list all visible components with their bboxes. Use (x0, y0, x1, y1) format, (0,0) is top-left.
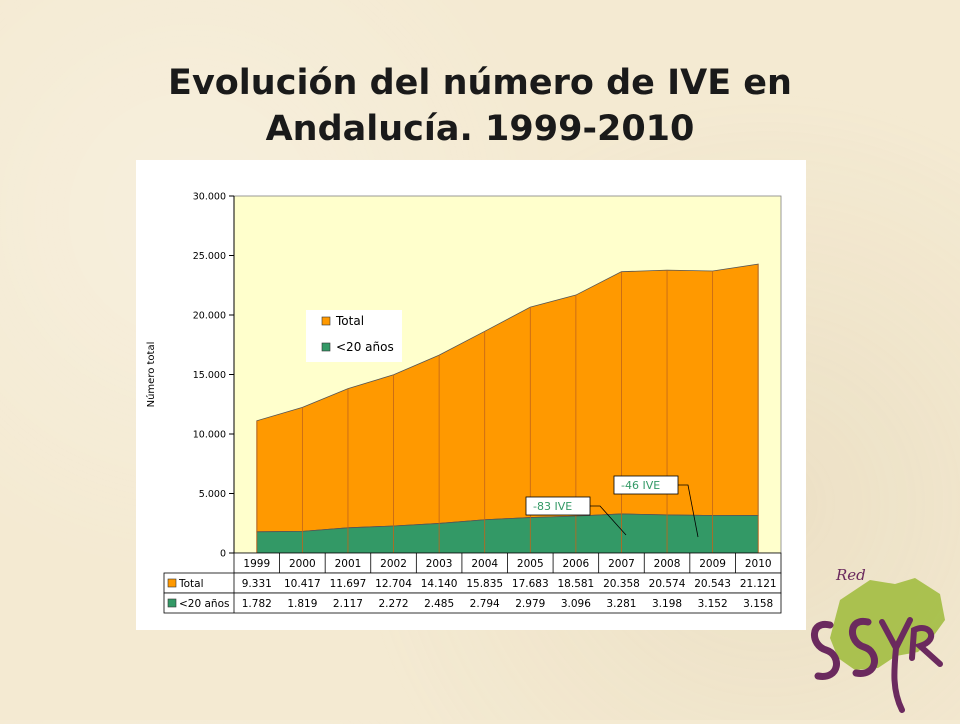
table-cell-value: 17.683 (512, 578, 549, 590)
table-cell-value: 18.581 (558, 578, 595, 590)
table-row-swatch (167, 598, 177, 608)
table-cell-value: 11.697 (330, 578, 367, 590)
table-cell-value: 3.152 (698, 598, 728, 610)
area-chart: 0 5.000 10.000 15.000 20.000 25.000 30.000 Núme… (145, 192, 782, 614)
table-cell-value: 3.096 (561, 598, 591, 610)
legend-swatch (321, 342, 331, 352)
table-cell-value: 20.574 (649, 578, 686, 590)
table-year-label: 2006 (563, 558, 590, 570)
slide-title-line2: Andalucía. 1999-2010 (265, 109, 695, 149)
table-cell-value: 10.417 (284, 578, 321, 590)
table-year-label: 2009 (699, 558, 726, 570)
y-tick-label: 0 (220, 549, 226, 560)
table-row (163, 592, 782, 614)
annotation-label: -83 IVE (533, 500, 572, 513)
table-year-label: 2008 (654, 558, 681, 570)
slide-title: Evolución del número de IVE en Andalucía… (80, 60, 880, 152)
annotation-leader (678, 484, 699, 538)
y-axis-label: Número total (145, 342, 157, 408)
table-cell-value: 2.979 (515, 598, 545, 610)
legend-swatch (321, 316, 331, 326)
logo-letter-y (879, 617, 913, 713)
y-tick-label: 20.000 (193, 311, 226, 322)
table-cell-value: 9.331 (242, 578, 272, 590)
chart-panel: 0 5.000 10.000 15.000 20.000 25.000 30.000 Núme… (136, 160, 806, 630)
table-year-label: 2000 (289, 558, 316, 570)
table-year-label: 2003 (426, 558, 453, 570)
y-tick-label: 25.000 (193, 251, 226, 262)
table-year-label: 1999 (243, 558, 270, 570)
table-row-swatch (167, 578, 177, 588)
table-cell-value: 2.117 (333, 598, 363, 610)
table-row-label: <20 años (179, 598, 229, 610)
table-row-label: Total (178, 578, 204, 590)
table-year-label: 2001 (335, 558, 362, 570)
table-cell-value: 2.794 (470, 598, 500, 610)
table-year-label: 2007 (608, 558, 635, 570)
table-cell-value: 20.543 (694, 578, 731, 590)
y-tick-label: 30.000 (193, 192, 226, 203)
table-cell-value: 1.782 (242, 598, 272, 610)
legend-label: <20 años (336, 340, 394, 354)
logo-letter-s1 (811, 620, 840, 680)
table-cell-value: 3.281 (606, 598, 636, 610)
y-tick-label: 5.000 (199, 489, 226, 500)
legend-label: Total (335, 314, 364, 328)
red-ssyr-logo: Red (800, 560, 950, 720)
table-cell-value: 12.704 (375, 578, 412, 590)
y-tick-label: 15.000 (193, 370, 226, 381)
logo-letter-s2 (849, 617, 878, 677)
table-year-label: 2005 (517, 558, 544, 570)
table-year-label: 2004 (471, 558, 498, 570)
y-tick-label: 10.000 (193, 430, 226, 441)
annotation-label: -46 IVE (621, 479, 660, 492)
table-cell-value: 2.485 (424, 598, 454, 610)
logo-red-label: Red (836, 566, 866, 584)
table-cell-value: 2.272 (379, 598, 409, 610)
table-cell-value: 14.140 (421, 578, 458, 590)
logo-letter-r (909, 625, 943, 667)
table-cell-value: 1.819 (287, 598, 317, 610)
slide-title-line1: Evolución del número de IVE en (168, 63, 792, 103)
table-cell-value: 3.158 (743, 598, 773, 610)
table-cell-value: 15.835 (466, 578, 503, 590)
table-cell-value: 3.198 (652, 598, 682, 610)
table-cell-value: 21.121 (740, 578, 777, 590)
table-year-label: 2010 (745, 558, 772, 570)
table-cell-value: 20.358 (603, 578, 640, 590)
table-year-label: 2002 (380, 558, 407, 570)
annotation-leader (590, 505, 627, 536)
logo-graphic (811, 578, 945, 713)
